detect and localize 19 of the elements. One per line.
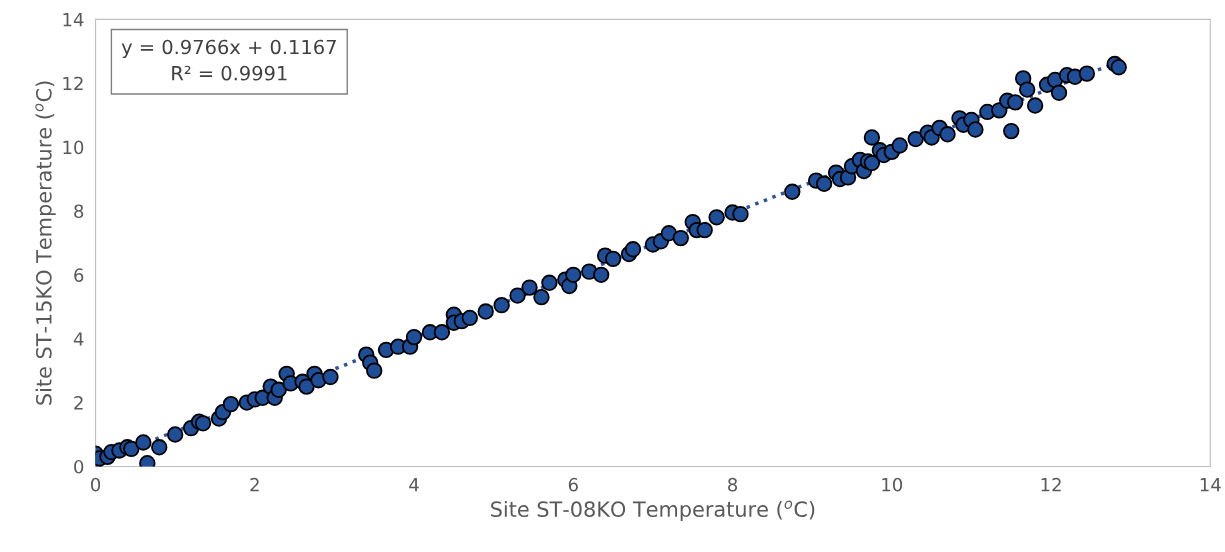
- y-tick-label: 14: [63, 13, 84, 27]
- x-tick-label: 4: [409, 478, 419, 492]
- y-tick-label: 2: [74, 396, 83, 410]
- x-tick-label: 8: [728, 477, 738, 492]
- x-tick-label: 0: [91, 477, 101, 492]
- annotation: y = 0.9766x + 0.1167 R² = 0.9991: [121, 39, 336, 81]
- x-tick-label: 10: [882, 477, 903, 492]
- y-tick-label: 4: [73, 332, 84, 346]
- x-tick-label: 12: [1041, 477, 1061, 492]
- y-tick-label: 8: [74, 204, 84, 219]
- x-tick-label: 6: [568, 477, 578, 492]
- x-tick-label: 14: [1200, 478, 1221, 492]
- y-tick-label: 12: [63, 76, 83, 91]
- y-tick-label: 0: [74, 459, 84, 474]
- y-axis-title: Site ST-15KO Temperature ($^{o}$C): [35, 81, 56, 405]
- y-tick-label: 6: [74, 268, 84, 282]
- x-tick-label: 2: [250, 477, 259, 492]
- y-tick-label: 10: [63, 140, 84, 155]
- x-axis-title: Site ST-08KO Temperature ($^{o}$C): [491, 500, 815, 522]
